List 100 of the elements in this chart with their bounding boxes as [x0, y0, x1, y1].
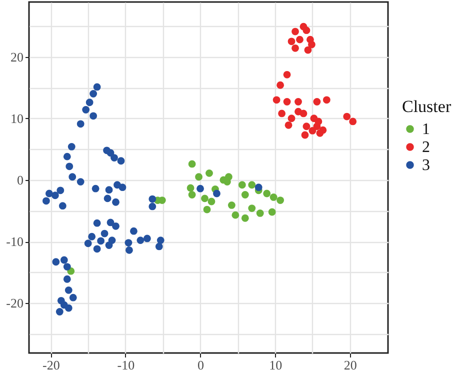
point	[110, 154, 118, 162]
point	[90, 90, 98, 98]
y-tick-label: 10	[10, 110, 24, 126]
point	[292, 28, 299, 36]
point	[308, 127, 316, 134]
point	[322, 96, 330, 104]
point	[292, 44, 299, 52]
point	[228, 202, 236, 209]
point	[263, 190, 271, 198]
point	[143, 234, 151, 242]
point	[93, 245, 101, 253]
point	[64, 286, 72, 294]
point	[278, 110, 286, 118]
legend-label: 2	[422, 139, 430, 156]
point	[155, 242, 163, 250]
y-tick-label: 0	[17, 172, 24, 188]
point	[196, 184, 204, 192]
point	[45, 190, 53, 198]
point	[126, 246, 133, 254]
x-tick-label: -10	[117, 358, 135, 372]
point	[186, 184, 194, 192]
point	[51, 192, 59, 200]
x-tick-label: -20	[42, 358, 60, 372]
point	[276, 196, 284, 204]
point	[201, 194, 208, 202]
point	[88, 232, 96, 240]
point	[208, 198, 216, 206]
point	[276, 81, 284, 89]
point	[313, 98, 321, 106]
point	[76, 178, 84, 186]
point	[241, 191, 249, 198]
x-tick-label: 0	[198, 358, 204, 372]
point	[118, 184, 126, 192]
point	[100, 230, 108, 238]
point	[58, 202, 66, 210]
y-tick-label: -10	[6, 234, 24, 250]
x-tick-label: 20	[344, 358, 357, 372]
y-tick-label: -20	[6, 296, 24, 311]
point	[93, 219, 101, 227]
point	[103, 146, 110, 154]
point	[272, 96, 280, 104]
point	[254, 184, 262, 192]
point	[56, 308, 64, 316]
point	[288, 114, 296, 122]
point	[66, 162, 74, 170]
point	[248, 181, 256, 189]
point	[238, 181, 246, 189]
point	[63, 263, 71, 270]
point	[82, 106, 90, 114]
point	[90, 112, 98, 120]
point	[124, 239, 132, 246]
point	[56, 186, 64, 194]
point	[343, 112, 351, 120]
point	[156, 236, 164, 244]
point	[256, 210, 264, 217]
point	[86, 98, 94, 106]
point	[203, 206, 211, 214]
point	[63, 152, 71, 160]
point	[68, 173, 76, 181]
point	[296, 36, 304, 44]
point	[270, 194, 278, 201]
point	[117, 157, 125, 165]
point	[130, 227, 138, 235]
point	[284, 121, 292, 129]
point	[349, 118, 357, 126]
point	[97, 237, 105, 245]
point	[60, 256, 68, 264]
point	[283, 98, 291, 106]
point	[104, 194, 112, 202]
point	[76, 120, 84, 128]
point	[232, 211, 240, 219]
point	[288, 38, 296, 46]
point	[283, 70, 291, 78]
y-tick-label: 20	[10, 49, 24, 64]
point	[294, 108, 302, 116]
point	[136, 236, 144, 244]
legend-label: 1	[422, 121, 430, 138]
point	[63, 275, 71, 283]
point	[304, 46, 312, 54]
point	[69, 294, 77, 302]
point	[213, 190, 220, 198]
legend-label: 3	[422, 157, 430, 174]
point	[188, 191, 196, 198]
point	[301, 131, 309, 139]
point	[57, 296, 65, 304]
point	[248, 204, 256, 212]
point	[316, 129, 324, 137]
point	[206, 169, 213, 177]
point	[93, 83, 101, 91]
point	[105, 186, 113, 194]
point	[68, 143, 76, 150]
point	[108, 236, 116, 244]
point	[308, 40, 316, 48]
legend-title: Cluster	[402, 97, 452, 116]
point	[106, 218, 114, 226]
point	[188, 160, 196, 168]
point	[302, 26, 310, 34]
point	[84, 240, 92, 248]
point	[112, 198, 120, 206]
point	[64, 304, 72, 312]
